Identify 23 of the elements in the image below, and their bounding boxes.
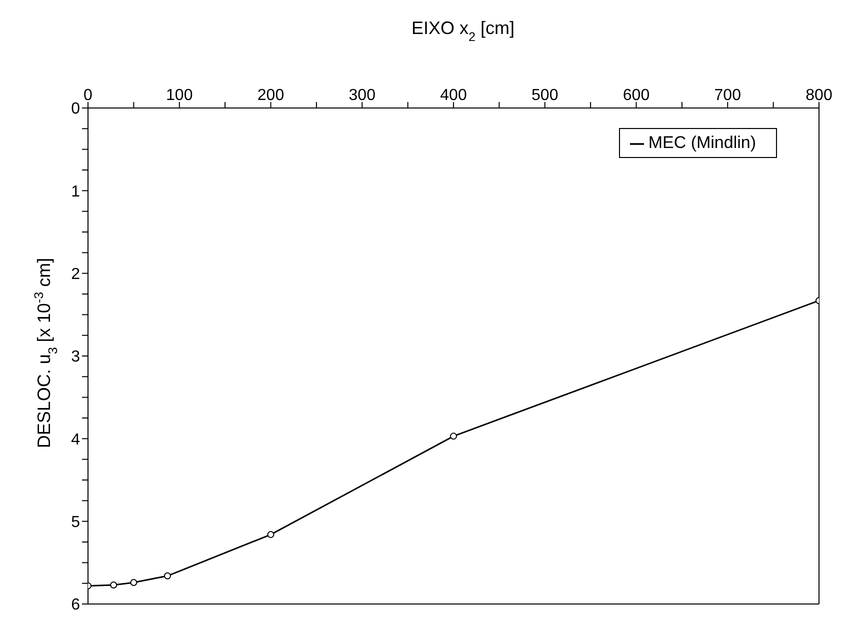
legend-label: MEC (Mindlin) xyxy=(648,133,756,152)
point xyxy=(450,432,457,440)
y-tick-label: 6 xyxy=(71,596,80,614)
y-tick-label: 0 xyxy=(71,100,80,118)
x-tick-label: 100 xyxy=(166,87,193,104)
x-tick-label: 500 xyxy=(532,87,558,104)
y-tick-label: 2 xyxy=(71,266,80,284)
point xyxy=(130,579,138,586)
point xyxy=(110,581,118,588)
x-axis-title: EIXO x$_{2}$ [cm] xyxy=(411,18,515,44)
x-tick-label: 200 xyxy=(257,87,284,104)
point xyxy=(267,531,274,538)
y-tick-label: 5 xyxy=(71,514,80,532)
x-tick-label: 0 xyxy=(84,87,93,104)
x-tick-label: 800 xyxy=(806,87,832,104)
x-tick-label: 600 xyxy=(622,87,650,104)
y-tick-label: 3 xyxy=(71,348,80,366)
y-tick-label: 4 xyxy=(71,431,80,448)
x-tick-label: 300 xyxy=(348,87,376,104)
point xyxy=(164,572,171,580)
x-tick-label: 400 xyxy=(440,87,467,104)
y-tick-label: 1 xyxy=(71,183,80,200)
x-tick-label: 700 xyxy=(714,87,742,104)
